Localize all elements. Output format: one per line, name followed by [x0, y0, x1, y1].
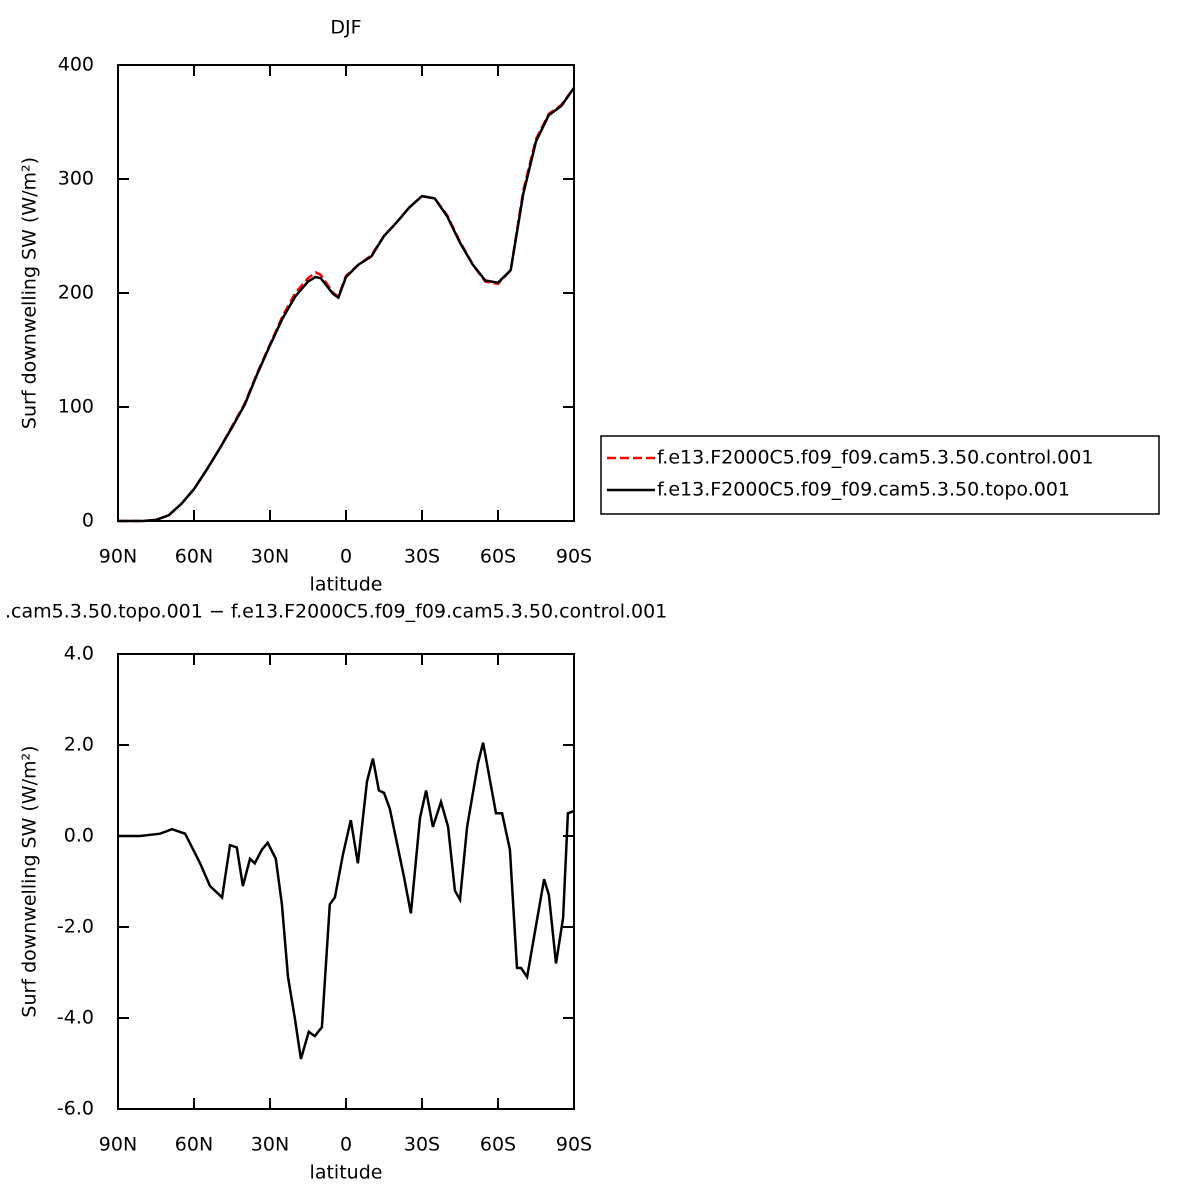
data-line: [118, 742, 575, 1060]
x-tick-label: 30S: [404, 1134, 440, 1156]
y-tick-label: -4.0: [57, 1007, 94, 1029]
data-line: [118, 87, 576, 523]
y-tick-label: 2.0: [64, 734, 94, 756]
x-axis-label: latitude: [310, 1162, 383, 1184]
y-tick-label: 400: [58, 54, 94, 76]
chart-title: .cam5.3.50.topo.001 − f.e13.F2000C5.f09_…: [5, 601, 667, 623]
x-tick-label: 30N: [251, 546, 289, 568]
plot-frame: [117, 64, 575, 522]
x-tick-label: 60N: [175, 1134, 213, 1156]
x-axis-label: latitude: [310, 574, 383, 596]
y-tick-label: 0.0: [64, 825, 94, 847]
y-axis-label: Surf downwelling SW (W/m²): [19, 745, 41, 1017]
data-line: [118, 87, 576, 523]
x-tick-label: 30N: [251, 1134, 289, 1156]
x-tick-label: 60S: [480, 1134, 516, 1156]
x-tick-label: 90N: [99, 1134, 137, 1156]
x-tick-label: 0: [340, 546, 352, 568]
x-tick-label: 90S: [556, 546, 592, 568]
x-tick-label: 30S: [404, 546, 440, 568]
x-tick-label: 0: [340, 1134, 352, 1156]
y-axis-label: Surf downwelling SW (W/m²): [19, 157, 41, 429]
legend-label: f.e13.F2000C5.f09_f09.cam5.3.50.topo.001: [657, 479, 1070, 501]
y-tick-label: 4.0: [64, 643, 94, 665]
x-tick-label: 60N: [175, 546, 213, 568]
x-tick-label: 90S: [556, 1134, 592, 1156]
y-tick-label: -6.0: [57, 1098, 94, 1120]
y-tick-label: 300: [58, 168, 94, 190]
plot-frame: [117, 653, 575, 1110]
legend-label: f.e13.F2000C5.f09_f09.cam5.3.50.control.…: [657, 447, 1093, 469]
y-tick-label: -2.0: [57, 916, 94, 938]
x-tick-label: 90N: [99, 546, 137, 568]
y-tick-label: 100: [58, 396, 94, 418]
x-tick-label: 60S: [480, 546, 516, 568]
chart-title: DJF: [330, 17, 361, 39]
y-tick-label: 200: [58, 282, 94, 304]
y-tick-label: 0: [82, 510, 94, 532]
legend-box: [600, 435, 1160, 515]
